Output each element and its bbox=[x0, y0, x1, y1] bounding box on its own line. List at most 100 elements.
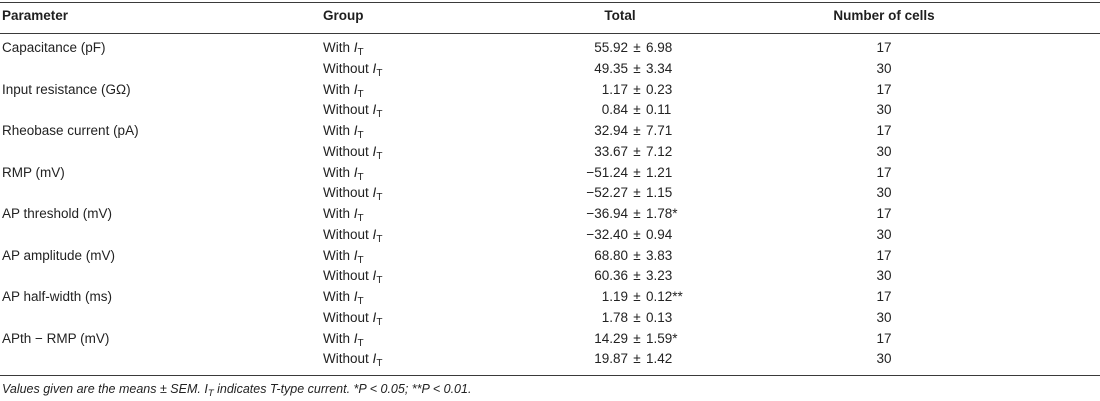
table-row: Without IT 60.36 ±3.23 30 bbox=[0, 266, 1100, 287]
table-header-rule bbox=[0, 33, 1100, 34]
cell-group: With IT bbox=[323, 164, 364, 183]
table-row: Without IT 49.35 ±3.34 30 bbox=[0, 59, 1100, 80]
table-row: Without IT −32.40 ±0.94 30 bbox=[0, 225, 1100, 246]
cell-group: Without IT bbox=[323, 309, 383, 328]
total-sem: 0.11 bbox=[646, 102, 672, 118]
cell-number-of-cells: 30 bbox=[876, 102, 892, 118]
cell-number-of-cells: 17 bbox=[876, 289, 892, 304]
total-mean: 14.29 bbox=[594, 330, 628, 346]
t-current-symbol: IT bbox=[353, 123, 364, 141]
total-sem: 0.23 bbox=[646, 81, 673, 97]
total-sem: 1.59* bbox=[646, 330, 678, 346]
total-mean: 49.35 bbox=[594, 60, 628, 76]
cell-number-of-cells: 30 bbox=[876, 309, 892, 325]
table-row: Without IT 33.67 ±7.12 30 bbox=[0, 142, 1100, 163]
table-header: Parameter Group Total Number of cells bbox=[0, 8, 1100, 28]
table-row: AP threshold (mV) With IT −36.94 ±1.78* 17 bbox=[0, 204, 1100, 225]
cell-number-of-cells: 30 bbox=[876, 226, 892, 242]
header-total: Total bbox=[604, 8, 636, 23]
t-current-symbol: IT bbox=[372, 226, 383, 245]
plus-minus: ± bbox=[633, 206, 641, 221]
t-current-symbol: IT bbox=[372, 102, 383, 121]
table-row: APth − RMP (mV) With IT 14.29 ±1.59* 17 bbox=[0, 329, 1100, 350]
total-mean: −51.24 bbox=[586, 164, 628, 180]
cell-number-of-cells: 17 bbox=[876, 81, 892, 97]
table-row: Input resistance (GΩ) With IT 1.17 ±0.23 17 bbox=[0, 80, 1100, 101]
total-mean: 1.78 bbox=[601, 309, 628, 325]
cell-group: Without IT bbox=[323, 226, 383, 245]
header-number-of-cells: Number of cells bbox=[833, 8, 935, 23]
footnote-text-end: indicates T-type current. *P < 0.05; **P… bbox=[213, 382, 472, 396]
table-row: AP half-width (ms) With IT 1.19 ±0.12** 17 bbox=[0, 287, 1100, 308]
total-sem: 1.42 bbox=[646, 351, 673, 367]
cell-group: Without IT bbox=[323, 143, 383, 162]
cell-number-of-cells: 30 bbox=[876, 143, 892, 159]
t-current-symbol: IT bbox=[353, 330, 364, 349]
cell-number-of-cells: 17 bbox=[876, 247, 892, 263]
header-group: Group bbox=[323, 8, 364, 23]
plus-minus: ± bbox=[633, 164, 641, 180]
cell-group: With IT bbox=[323, 40, 364, 58]
total-mean: 55.92 bbox=[594, 40, 628, 55]
total-mean: 60.36 bbox=[594, 268, 628, 284]
total-sem: 1.21 bbox=[646, 164, 673, 180]
t-current-symbol: IT bbox=[353, 164, 364, 183]
total-sem: 3.34 bbox=[646, 60, 673, 76]
t-current-symbol: IT bbox=[372, 309, 383, 328]
plus-minus: ± bbox=[633, 102, 641, 118]
table-row: Without IT 1.78 ±0.13 30 bbox=[0, 308, 1100, 329]
total-mean: −32.40 bbox=[586, 226, 628, 242]
plus-minus: ± bbox=[633, 40, 641, 55]
cell-group: Without IT bbox=[323, 268, 383, 287]
total-sem: 7.12 bbox=[646, 143, 673, 159]
plus-minus: ± bbox=[633, 268, 641, 284]
plus-minus: ± bbox=[633, 60, 641, 76]
cell-number-of-cells: 30 bbox=[876, 351, 892, 367]
plus-minus: ± bbox=[633, 81, 641, 97]
cell-group: With IT bbox=[323, 289, 364, 307]
total-sem: 1.15 bbox=[646, 185, 673, 201]
total-sem: 0.13 bbox=[646, 309, 673, 325]
cell-group: With IT bbox=[323, 81, 364, 100]
cell-group: Without IT bbox=[323, 351, 383, 370]
table-top-rule bbox=[0, 2, 1100, 3]
cell-parameter: Capacitance (pF) bbox=[2, 40, 106, 55]
total-sem: 6.98 bbox=[646, 40, 673, 55]
header-parameter: Parameter bbox=[2, 8, 69, 23]
cell-group: With IT bbox=[323, 123, 364, 141]
plus-minus: ± bbox=[633, 309, 641, 325]
table-row: AP amplitude (mV) With IT 68.80 ±3.83 17 bbox=[0, 246, 1100, 267]
t-current-symbol: IT bbox=[353, 247, 364, 266]
plus-minus: ± bbox=[633, 247, 641, 263]
t-current-symbol: IT bbox=[372, 185, 383, 204]
t-current-symbol: IT bbox=[353, 81, 364, 100]
plus-minus: ± bbox=[633, 123, 641, 138]
cell-number-of-cells: 30 bbox=[876, 185, 892, 201]
total-sem: 1.78* bbox=[646, 206, 678, 221]
total-mean: 1.19 bbox=[601, 289, 628, 304]
total-mean: −36.94 bbox=[586, 206, 628, 221]
t-current-symbol: IT bbox=[372, 268, 383, 287]
cell-group: Without IT bbox=[323, 185, 383, 204]
t-current-symbol: IT bbox=[372, 60, 383, 79]
plus-minus: ± bbox=[633, 226, 641, 242]
total-mean: 33.67 bbox=[594, 143, 628, 159]
total-sem: 3.83 bbox=[646, 247, 673, 263]
t-current-symbol: IT bbox=[372, 143, 383, 162]
cell-parameter: RMP (mV) bbox=[2, 164, 65, 180]
table-bottom-rule bbox=[0, 375, 1100, 376]
t-current-symbol: IT bbox=[353, 40, 364, 58]
plus-minus: ± bbox=[633, 351, 641, 367]
plus-minus: ± bbox=[633, 289, 641, 304]
cell-group: With IT bbox=[323, 247, 364, 266]
table-row: Rheobase current (pA) With IT 32.94 ±7.71 17 bbox=[0, 121, 1100, 142]
table-row: RMP (mV) With IT −51.24 ±1.21 17 bbox=[0, 163, 1100, 184]
cell-number-of-cells: 17 bbox=[876, 330, 892, 346]
footnote-symbol: IT bbox=[204, 382, 214, 399]
cell-parameter: AP amplitude (mV) bbox=[2, 247, 116, 263]
table-footnote: Values given are the means ± SEM. IT ind… bbox=[2, 382, 472, 399]
total-mean: 1.17 bbox=[601, 81, 628, 97]
total-mean: 0.84 bbox=[601, 102, 628, 118]
cell-parameter: Input resistance (GΩ) bbox=[2, 81, 131, 97]
